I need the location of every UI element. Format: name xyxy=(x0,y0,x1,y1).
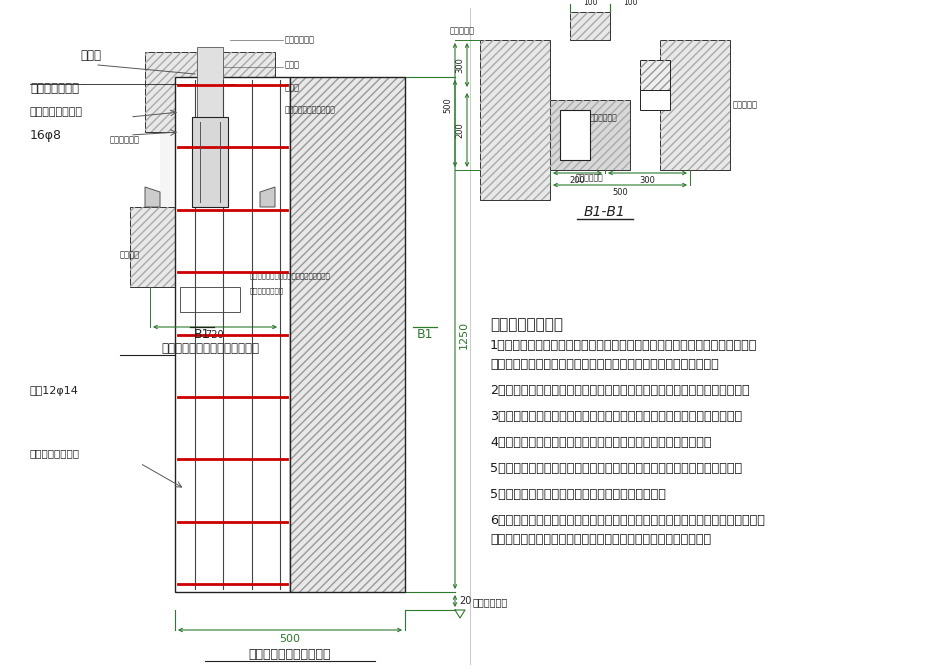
Text: B1: B1 xyxy=(194,329,210,341)
Bar xyxy=(570,12,610,40)
Bar xyxy=(130,207,290,287)
Bar xyxy=(570,12,610,40)
Bar xyxy=(550,100,630,170)
Text: 20: 20 xyxy=(459,596,471,606)
Text: 连接钢筋兼做箍筋: 连接钢筋兼做箍筋 xyxy=(30,107,83,117)
Text: 制构件的砼强度及预制构件和配件的型号、规格、数量等进行检查；: 制构件的砼强度及预制构件和配件的型号、规格、数量等进行检查； xyxy=(490,358,719,371)
Text: 100: 100 xyxy=(623,0,637,7)
Text: 500: 500 xyxy=(279,634,300,644)
Bar xyxy=(180,287,240,312)
Text: B1: B1 xyxy=(417,329,433,341)
Text: 楼层结构标高: 楼层结构标高 xyxy=(285,35,315,44)
Text: 现浇边缘构件配筋立面图: 现浇边缘构件配筋立面图 xyxy=(249,648,332,661)
Bar xyxy=(660,40,730,170)
Text: 预制剪力墙: 预制剪力墙 xyxy=(450,26,475,35)
Bar xyxy=(290,77,405,592)
Text: 500: 500 xyxy=(612,188,628,197)
Text: 100: 100 xyxy=(582,0,598,7)
Text: 3、吊装施工前，应复核构件装配位置、节点连接构造及临时支撑方案等；: 3、吊装施工前，应复核构件装配位置、节点连接构造及临时支撑方案等； xyxy=(490,410,742,423)
Bar xyxy=(175,77,290,592)
Text: 5、预制构件安装前，构件底部应设置可调整接缝厚度和底部标高的垫块；: 5、预制构件安装前，构件底部应设置可调整接缝厚度和底部标高的垫块； xyxy=(490,462,742,475)
Polygon shape xyxy=(145,187,160,207)
Bar xyxy=(290,77,405,592)
Text: （本次竞赛不做）: （本次竞赛不做） xyxy=(250,287,284,294)
Text: 300: 300 xyxy=(455,57,464,73)
Text: 2、吊装施工前，应清洁接合面，并进行测量放线，设置构件安装定位标识；: 2、吊装施工前，应清洁接合面，并进行测量放线，设置构件安装定位标识； xyxy=(490,384,750,397)
Bar xyxy=(160,119,260,207)
Text: 楼层结构标高: 楼层结构标高 xyxy=(110,135,140,144)
Text: 纵筋12φ14: 纵筋12φ14 xyxy=(30,386,79,396)
Text: 连接构件量量: 连接构件量量 xyxy=(576,173,604,182)
Text: 预制剪力墙: 预制剪力墙 xyxy=(733,101,758,110)
Text: 前完成时间量。未全部完成任务而提前离场的不计算时间提前量。: 前完成时间量。未全部完成任务而提前离场的不计算时间提前量。 xyxy=(490,533,712,546)
Text: 连接构件量量: 连接构件量量 xyxy=(590,113,618,122)
Text: B1-B1: B1-B1 xyxy=(584,205,626,219)
Text: 1、吊装施工前，应对已完成结构的强度、外观质量、尺寸进行检查；并应对预: 1、吊装施工前，应对已完成结构的强度、外观质量、尺寸进行检查；并应对预 xyxy=(490,339,757,352)
Text: 止架孔: 止架孔 xyxy=(285,83,300,92)
Bar xyxy=(640,90,670,110)
Text: 一级钢筋连接接头: 一级钢筋连接接头 xyxy=(30,448,80,458)
Bar xyxy=(480,40,550,200)
Text: 6、选手确认提前完成、申请离场，在完成全部任务要求的前提下现场裁判确认提: 6、选手确认提前完成、申请离场，在完成全部任务要求的前提下现场裁判确认提 xyxy=(490,514,765,527)
Bar xyxy=(290,77,405,592)
Text: 预制墙: 预制墙 xyxy=(80,49,101,62)
Bar xyxy=(130,207,290,287)
Text: 楼层结构标高: 楼层结构标高 xyxy=(473,597,508,607)
Text: 300: 300 xyxy=(639,176,655,185)
Polygon shape xyxy=(260,187,275,207)
Bar xyxy=(145,52,275,132)
Text: 预制砼墙钢筋套筒部位连接大样: 预制砼墙钢筋套筒部位连接大样 xyxy=(161,342,259,355)
Text: 此高不低于墙体底部上半段型连接钢筋数量: 此高不低于墙体底部上半段型连接钢筋数量 xyxy=(250,272,331,279)
Text: 200: 200 xyxy=(455,122,464,138)
Text: 预制墙外露钢筋: 预制墙外露钢筋 xyxy=(30,82,79,95)
Bar xyxy=(640,60,670,90)
Bar xyxy=(550,100,630,170)
Bar xyxy=(560,110,590,160)
Text: 4、吊装施工前，应检查复核吊装设备及吊具处于安全操作状态；: 4、吊装施工前，应检查复核吊装设备及吊具处于安全操作状态； xyxy=(490,436,712,449)
Bar xyxy=(480,40,550,200)
Text: 16φ8: 16φ8 xyxy=(30,129,62,142)
Bar xyxy=(197,47,223,132)
Text: 200: 200 xyxy=(569,176,585,185)
Bar xyxy=(145,52,275,132)
Bar xyxy=(640,60,670,90)
Text: 止架孔: 止架孔 xyxy=(285,60,300,69)
Text: 1250: 1250 xyxy=(459,321,469,349)
Text: 500: 500 xyxy=(443,97,452,113)
Text: 灌浆料（本次竞赛不做）: 灌浆料（本次竞赛不做） xyxy=(285,105,336,114)
Bar xyxy=(660,40,730,170)
Text: 720: 720 xyxy=(206,330,224,340)
Bar xyxy=(192,117,228,207)
Text: 三、竞赛注意事项: 三、竞赛注意事项 xyxy=(490,317,563,332)
Text: 灌浆结缝: 灌浆结缝 xyxy=(120,250,140,259)
Text: 5、吊装就位后，应及时校准并采取临时固定措施；: 5、吊装就位后，应及时校准并采取临时固定措施； xyxy=(490,488,666,501)
